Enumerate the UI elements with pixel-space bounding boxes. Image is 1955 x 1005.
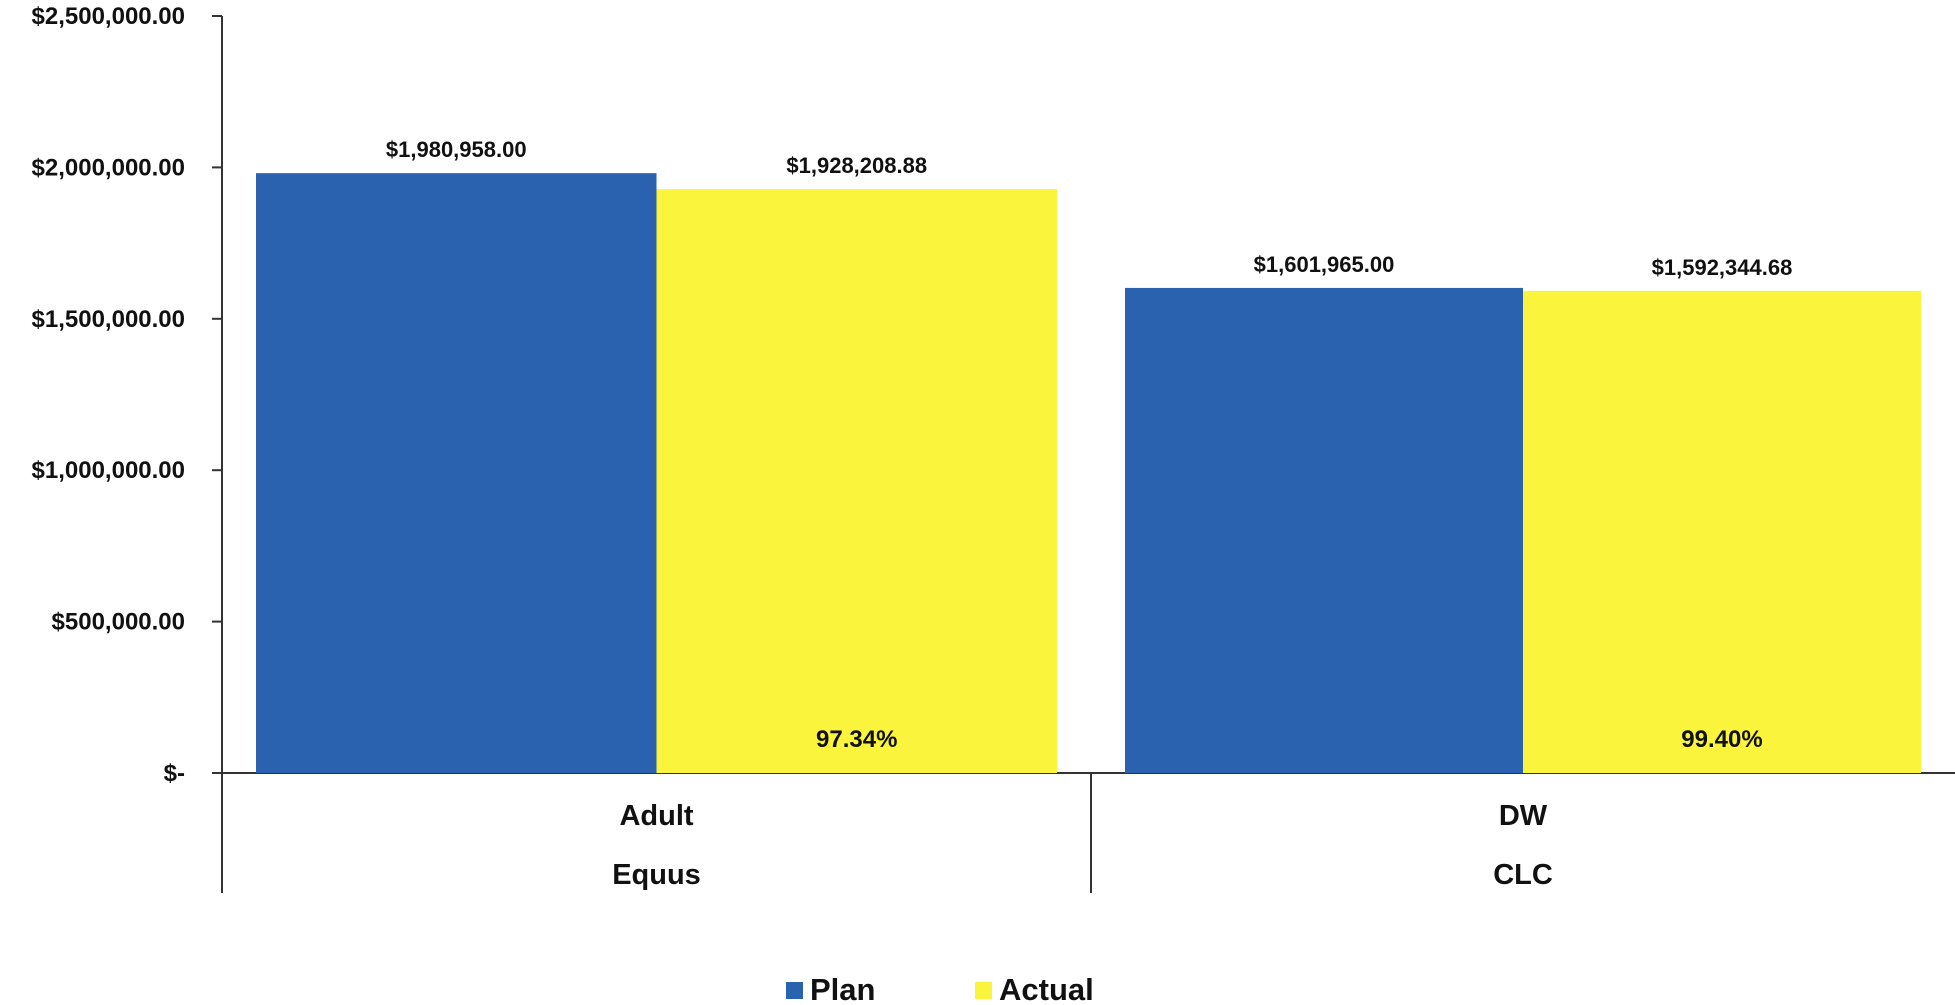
legend-swatch-actual <box>975 982 992 999</box>
legend-swatch-plan <box>786 982 803 999</box>
bars <box>256 173 1921 774</box>
legend: Plan Actual <box>786 972 1094 1005</box>
y-tick-label: $1,000,000.00 <box>32 457 185 484</box>
category-labels: Adult Equus DW CLC <box>612 800 1553 891</box>
axes: $2,500,000.00 $2,000,000.00 $1,500,000.00 $… <box>32 3 1955 893</box>
data-label: $1,928,208.88 <box>786 153 927 178</box>
bar-plan-dw <box>1125 287 1523 773</box>
y-tick-label: $1,500,000.00 <box>32 306 185 333</box>
data-label: $1,980,958.00 <box>386 137 527 162</box>
data-label: $1,592,344.68 <box>1652 255 1793 280</box>
percent-label: 99.40% <box>1681 726 1762 753</box>
y-tick-label: $- <box>164 760 185 787</box>
data-labels: $1,980,958.00 $1,928,208.88 97.34% $1,601,9… <box>386 137 1792 753</box>
bar-plan-adult <box>256 173 657 774</box>
bar-actual-adult <box>656 189 1057 773</box>
y-tick-label: $2,000,000.00 <box>32 154 185 181</box>
legend-label-plan: Plan <box>810 972 875 1005</box>
percent-label: 97.34% <box>816 726 897 753</box>
y-tick-label: $500,000.00 <box>52 609 185 636</box>
category-label: Adult <box>619 800 693 832</box>
category-label: DW <box>1499 800 1548 832</box>
category-group-label: Equus <box>612 859 701 891</box>
category-group-label: CLC <box>1493 859 1553 891</box>
data-label: $1,601,965.00 <box>1254 252 1395 277</box>
bar-actual-dw <box>1523 290 1921 773</box>
y-tick-label: $2,500,000.00 <box>32 3 185 30</box>
legend-label-actual: Actual <box>999 972 1094 1005</box>
